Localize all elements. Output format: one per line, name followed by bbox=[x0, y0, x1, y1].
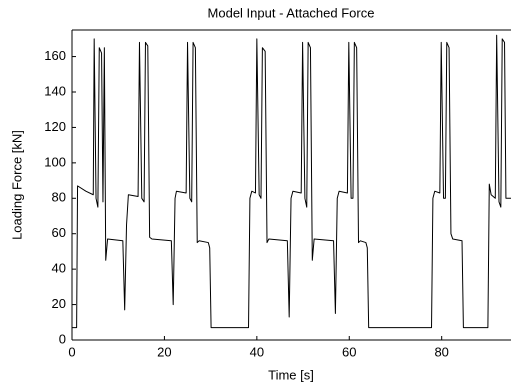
y-tick-label: 20 bbox=[52, 296, 66, 311]
y-tick-label: 80 bbox=[52, 190, 66, 205]
y-tick-label: 160 bbox=[44, 48, 66, 63]
x-tick-label: 0 bbox=[68, 344, 75, 359]
data-line bbox=[72, 34, 511, 329]
x-tick-label: 20 bbox=[157, 344, 171, 359]
x-axis-label: Time [s] bbox=[268, 367, 314, 382]
y-tick-label: 60 bbox=[52, 225, 66, 240]
y-tick-label: 0 bbox=[59, 331, 66, 346]
y-tick-label: 120 bbox=[44, 119, 66, 134]
y-axis-label: Loading Force [kN] bbox=[9, 130, 24, 240]
x-tick-label: 40 bbox=[250, 344, 264, 359]
x-tick-label: 60 bbox=[342, 344, 356, 359]
y-tick-label: 140 bbox=[44, 83, 66, 98]
y-tick-label: 40 bbox=[52, 261, 66, 276]
y-tick-label: 100 bbox=[44, 154, 66, 169]
chart-title: Model Input - Attached Force bbox=[208, 5, 375, 20]
x-tick-label: 80 bbox=[434, 344, 448, 359]
